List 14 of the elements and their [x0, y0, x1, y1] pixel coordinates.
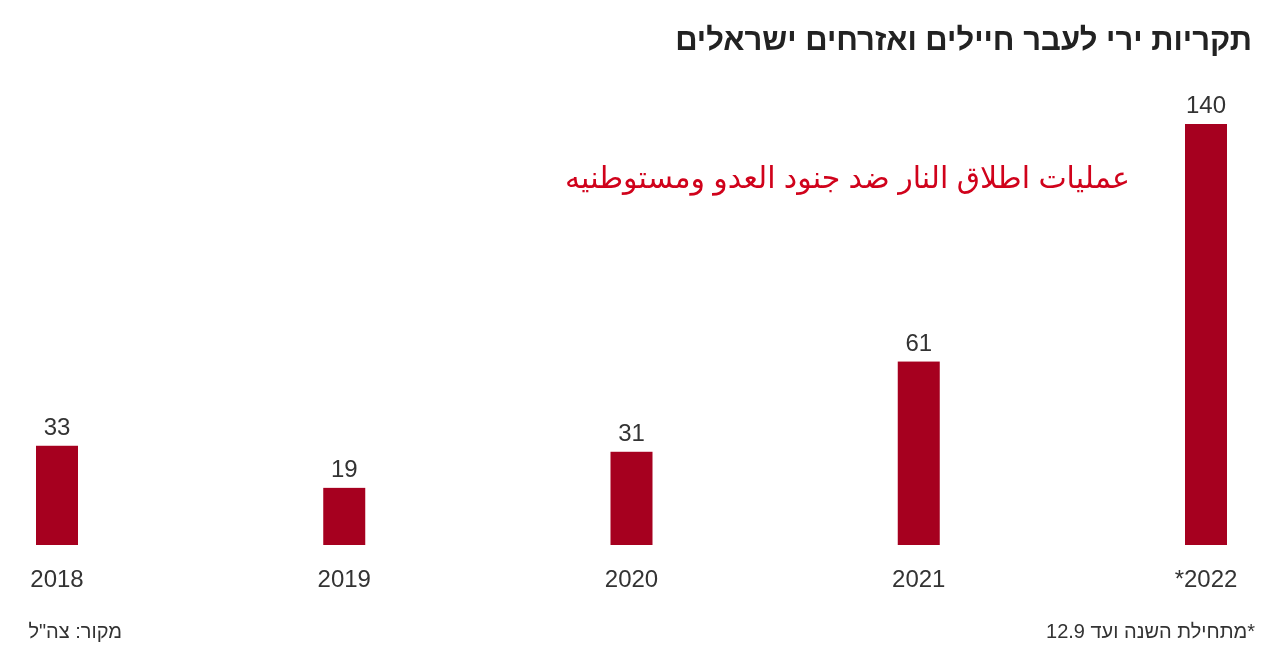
data-label: 19 — [330, 454, 358, 482]
x-tick-label: 2019 — [317, 565, 371, 592]
x-tick-label: *2022 — [1174, 565, 1238, 592]
text: *מתחילת השנה ועד 12.9 — [1046, 620, 1256, 642]
annotation: عمليات اطلاق النار ضد جنود العدو ومستوطنيه — [565, 161, 1130, 196]
x-tick-label: 2020 — [604, 565, 659, 592]
data-label: 61 — [905, 328, 933, 356]
data-label: 140 — [1185, 91, 1227, 118]
x-tick-label: 2021 — [892, 565, 946, 592]
x-tick-label: 2018 — [30, 565, 84, 592]
data-label: 31 — [618, 418, 645, 446]
text: מקור: צה"ל — [28, 620, 122, 642]
chart-title: תקריות ירי לעבר חיילים ואזרחים ישראלים — [675, 22, 1252, 57]
data-label: 33 — [43, 412, 71, 440]
